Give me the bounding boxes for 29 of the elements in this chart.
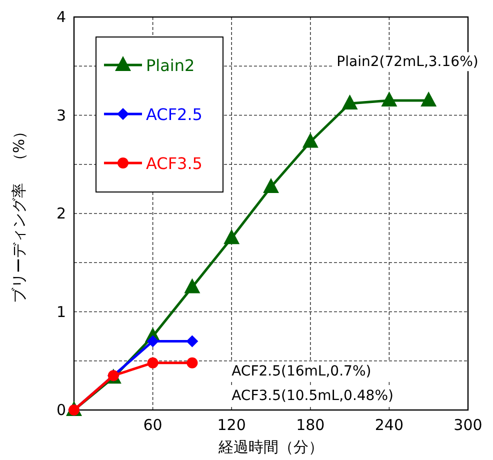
y-tick-label: 1 xyxy=(56,302,66,321)
point xyxy=(263,178,279,193)
legend-label: Plain2 xyxy=(146,56,195,75)
y-tick-label: 0 xyxy=(56,401,66,419)
point xyxy=(224,229,240,244)
x-axis-title: 経過時間（分） xyxy=(218,438,324,456)
x-tick-label: 300 xyxy=(454,416,482,434)
x-tick-label: 60 xyxy=(143,416,162,434)
annotation: ACF3.5(10.5mL,0.48%) xyxy=(232,388,394,404)
legend-label: ACF3.5 xyxy=(146,154,202,173)
legend-label: ACF2.5 xyxy=(146,105,202,124)
point xyxy=(186,335,198,348)
point xyxy=(186,357,198,368)
point xyxy=(147,357,158,368)
point xyxy=(146,335,159,348)
x-tick-label: 240 xyxy=(374,416,404,434)
point xyxy=(302,132,318,148)
y-tick-label: 3 xyxy=(56,106,66,124)
x-tick-label: 120 xyxy=(217,416,246,434)
annotation: Plain2(72mL,3.16%) xyxy=(336,54,478,70)
point xyxy=(381,92,398,107)
point xyxy=(342,94,358,110)
y-tick-label: 2 xyxy=(56,204,66,222)
point xyxy=(184,278,200,294)
annotation: ACF2.5(16mL,0.7%) xyxy=(232,364,372,380)
point xyxy=(420,92,437,107)
x-tick-label: 180 xyxy=(296,416,325,434)
y-axis-title: ブリーディング率 （%） xyxy=(10,124,28,304)
y-tick-label: 4 xyxy=(56,8,66,26)
